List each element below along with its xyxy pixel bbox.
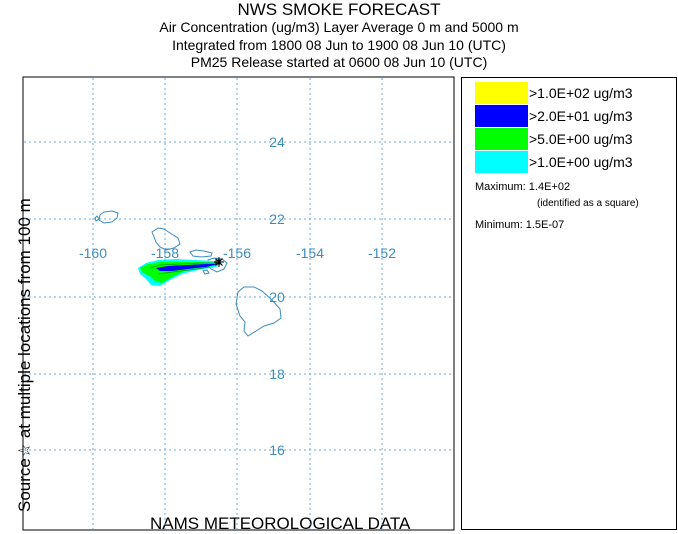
kahoolawe-coastline (202, 269, 210, 275)
legend-item-3: >5.0E+00 ug/m3 (475, 128, 675, 150)
oahu-coastline (151, 227, 181, 251)
legend-swatch-cyan (475, 151, 528, 173)
legend-item-1: >1.0E+02 ug/m3 (475, 82, 675, 104)
met-data-label: NAMS METEOROLOGICAL DATA (150, 514, 411, 533)
longitude-label: -156 (223, 245, 251, 261)
kauai-coastline (98, 210, 119, 224)
latitude-label: 20 (269, 289, 285, 305)
plume-contour-blue (156, 264, 218, 271)
latitude-label: 22 (269, 211, 285, 227)
latitude-label: 24 (269, 134, 285, 150)
legend-swatch-green (475, 128, 528, 150)
longitude-label: -154 (296, 245, 324, 261)
legend-swatch-blue (475, 105, 528, 127)
map-frame (22, 76, 455, 531)
legend-panel: >1.0E+02 ug/m3 >2.0E+01 ug/m3 >5.0E+00 u… (461, 77, 677, 530)
longitude-label: -158 (151, 245, 179, 261)
legend-swatch-yellow (475, 82, 528, 104)
integration-period: Integrated from 1800 08 Jun to 1900 08 J… (172, 37, 506, 53)
graticule (24, 78, 453, 529)
molokai-coastline (189, 249, 213, 258)
concentration-subtitle: Air Concentration (ug/m3) Layer Average … (159, 19, 519, 35)
legend-label-1: >1.0E+02 ug/m3 (529, 85, 633, 101)
niihau-coastline (94, 215, 100, 222)
longitude-labels: -160 -158 -156 -154 -152 (79, 245, 396, 261)
latitude-label: 16 (269, 442, 285, 458)
smoke-plume (138, 257, 224, 286)
maximum-value: Maximum: 1.4E+02 (475, 181, 571, 193)
maximum-note: (identified as a square) (537, 198, 639, 209)
legend-label-3: >5.0E+00 ug/m3 (529, 131, 633, 147)
forecast-title: NWS SMOKE FORECAST (237, 0, 441, 19)
legend-item-4: >1.0E+00 ug/m3 (475, 151, 675, 173)
minimum-value: Minimum: 1.5E-07 (475, 219, 565, 231)
latitude-label: 18 (269, 366, 285, 382)
legend-item-2: >2.0E+01 ug/m3 (475, 105, 675, 127)
longitude-label: -160 (79, 245, 107, 261)
legend-label-4: >1.0E+00 ug/m3 (529, 154, 633, 170)
release-info: PM25 Release started at 0600 08 Jun 10 (… (190, 54, 488, 70)
plume-contour-outline (149, 262, 219, 275)
hawaii-coastline (235, 286, 282, 337)
maximum-square-marker (215, 259, 221, 265)
longitude-label: -152 (368, 245, 396, 261)
latitude-labels: 24 22 20 18 16 (269, 134, 285, 458)
coastlines (94, 210, 282, 337)
legend-label-2: >2.0E+01 ug/m3 (529, 108, 633, 124)
